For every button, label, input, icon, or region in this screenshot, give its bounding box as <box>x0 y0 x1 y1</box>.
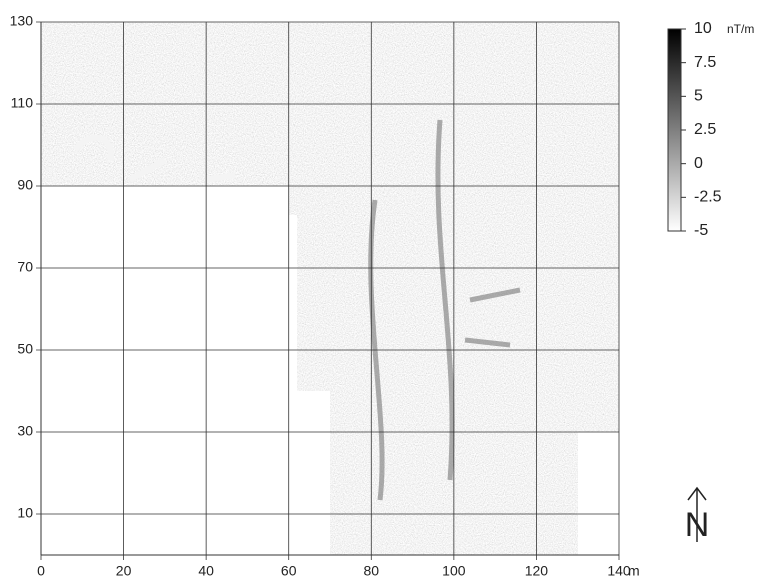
x-tick-label: 80 <box>363 563 379 579</box>
y-tick-label: 110 <box>11 95 34 111</box>
survey-map: m nT/m N 0204060801001201401030507090110… <box>0 0 760 579</box>
x-tick-label: 20 <box>116 563 132 579</box>
y-tick-label: 130 <box>10 13 34 29</box>
y-tick-label: 50 <box>17 341 33 357</box>
x-tick-label: 0 <box>37 563 45 579</box>
colorbar-tick-label: -2.5 <box>694 189 722 206</box>
y-tick-label: 30 <box>17 423 33 439</box>
colorbar-tick-label: 2.5 <box>694 121 716 138</box>
x-tick-label: 140 <box>607 563 631 579</box>
colorbar <box>668 29 681 231</box>
x-tick-label: 40 <box>198 563 214 579</box>
north-label: N <box>685 506 710 544</box>
colorbar-tick-label: 5 <box>694 88 703 105</box>
x-tick-label: 100 <box>442 563 466 579</box>
y-tick-label: 10 <box>17 505 33 521</box>
x-tick-label: 120 <box>525 563 549 579</box>
x-tick-label: 60 <box>281 563 297 579</box>
y-tick-label: 70 <box>17 259 33 275</box>
colorbar-tick-label: -5 <box>694 222 708 239</box>
colorbar-tick-label: 0 <box>694 155 703 172</box>
colorbar-tick-label: 7.5 <box>694 54 716 71</box>
colorbar-tick-label: 10 <box>694 20 712 37</box>
colorbar-unit: nT/m <box>727 22 754 36</box>
y-tick-label: 90 <box>17 177 33 193</box>
gradiometer-image <box>41 22 619 555</box>
